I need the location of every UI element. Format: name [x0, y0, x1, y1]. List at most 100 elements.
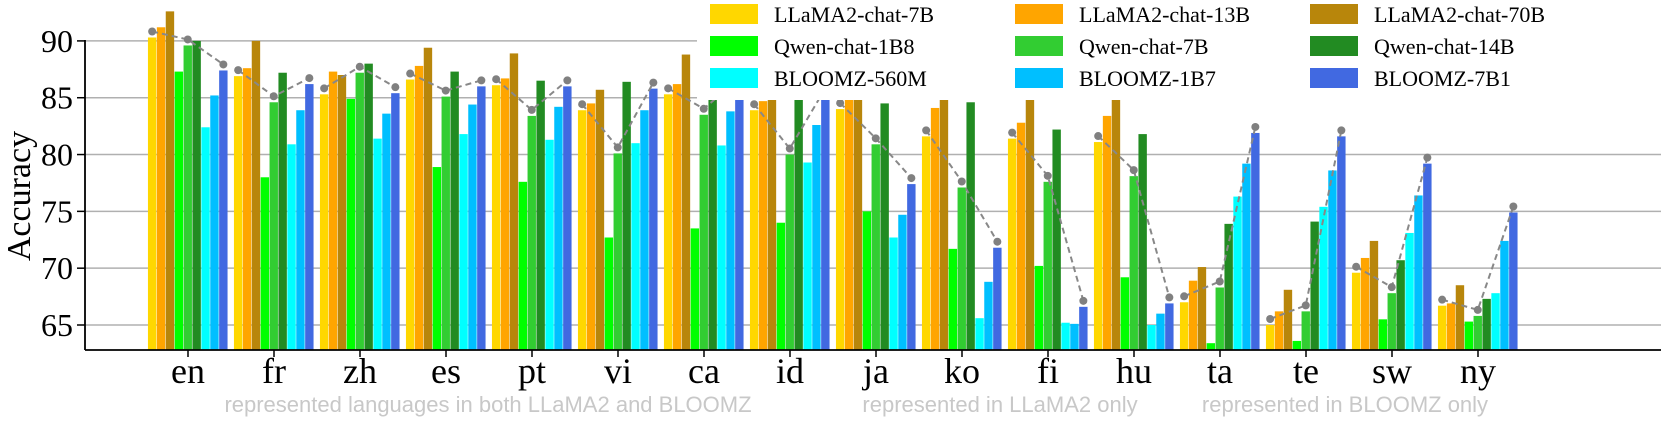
bar-ca-LLaMA2-chat-70B [681, 54, 691, 350]
y-tick-label: 90 [41, 23, 73, 59]
bar-ja-BLOOMZ-1B7 [898, 214, 907, 350]
bar-te-Qwen-chat-7B [1301, 311, 1310, 350]
y-axis-label: Accuracy [1, 131, 38, 261]
trend-point-vi [649, 78, 658, 87]
bar-hu-BLOOMZ-1B7 [1156, 313, 1165, 350]
bar-fi-LLaMA2-chat-7B [1007, 138, 1017, 350]
trend-point-es [477, 76, 486, 85]
bar-sw-LLaMA2-chat-13B [1360, 257, 1370, 350]
bar-fi-Qwen-chat-14B [1052, 129, 1061, 350]
legend-label-Qwen-chat-7B: Qwen-chat-7B [1079, 34, 1209, 59]
bar-vi-LLaMA2-chat-7B [577, 110, 587, 351]
bar-id-LLaMA2-chat-7B [749, 110, 759, 351]
trend-point-en [148, 27, 157, 36]
bar-zh-Qwen-chat-1B8 [346, 98, 356, 350]
trend-point-hu [1129, 166, 1138, 175]
x-tick-label: es [431, 351, 461, 391]
bar-id-Qwen-chat-1B8 [776, 222, 786, 350]
bar-vi-Qwen-chat-14B [622, 81, 631, 351]
bar-ja-Qwen-chat-14B [880, 103, 889, 350]
legend-swatch-LLaMA2-chat-70B [1310, 4, 1358, 24]
bar-vi-BLOOMZ-560M [631, 143, 640, 350]
trend-point-ny [1438, 295, 1447, 304]
x-tick-label: hu [1116, 351, 1152, 391]
bar-ta-Qwen-chat-14B [1224, 223, 1233, 350]
x-tick-label: ny [1460, 351, 1496, 391]
bar-vi-BLOOMZ-1B7 [640, 110, 649, 351]
bar-es-BLOOMZ-560M [459, 134, 468, 350]
bar-ny-BLOOMZ-560M [1491, 293, 1500, 350]
trend-point-ta [1251, 122, 1260, 131]
trend-point-fi [1079, 296, 1088, 305]
x-tick-label: ko [944, 351, 980, 391]
bar-ny-Qwen-chat-14B [1482, 298, 1491, 350]
bar-zh-LLaMA2-chat-13B [328, 71, 338, 350]
bar-ta-LLaMA2-chat-70B [1197, 267, 1207, 350]
bar-es-LLaMA2-chat-70B [423, 47, 433, 351]
trend-point-ja [871, 134, 880, 143]
bar-ta-LLaMA2-chat-7B [1179, 302, 1189, 350]
bar-ko-LLaMA2-chat-13B [930, 107, 940, 350]
legend-label-LLaMA2-chat-7B: LLaMA2-chat-7B [774, 2, 934, 27]
trend-line-te [1269, 130, 1343, 320]
trend-point-ta [1180, 292, 1189, 301]
bar-ny-LLaMA2-chat-7B [1437, 305, 1447, 350]
trend-line-ta [1183, 126, 1257, 298]
bar-sw-Qwen-chat-1B8 [1378, 319, 1388, 350]
trend-point-pt [563, 76, 572, 85]
bar-hu-BLOOMZ-560M [1147, 325, 1156, 350]
trend-point-hu [1094, 132, 1103, 141]
bar-te-LLaMA2-chat-70B [1283, 289, 1293, 350]
bar-es-Qwen-chat-14B [450, 71, 459, 350]
bar-te-LLaMA2-chat-7B [1265, 325, 1275, 350]
bar-sw-BLOOMZ-1B7 [1414, 195, 1423, 350]
bar-sw-Qwen-chat-7B [1387, 293, 1396, 350]
bar-id-LLaMA2-chat-70B [767, 76, 777, 351]
trend-point-ja [836, 99, 845, 108]
legend-swatch-BLOOMZ-1B7 [1015, 68, 1063, 88]
bar-fr-BLOOMZ-7B1 [305, 84, 314, 350]
x-tick-label: ja [861, 351, 889, 391]
x-tick-label: pt [518, 351, 546, 391]
group-annotation-2: represented in BLOOMZ only [1202, 392, 1488, 417]
trend-point-en [219, 60, 228, 69]
bar-te-Qwen-chat-1B8 [1292, 340, 1302, 350]
x-tick-label: vi [604, 351, 632, 391]
bar-ny-LLaMA2-chat-13B [1446, 303, 1456, 350]
trend-point-ny [1473, 305, 1482, 314]
bar-ca-Qwen-chat-1B8 [690, 228, 700, 350]
bar-pt-Qwen-chat-7B [527, 115, 536, 350]
bar-vi-LLaMA2-chat-13B [586, 103, 596, 350]
bar-zh-BLOOMZ-1B7 [382, 113, 391, 351]
bar-fi-Qwen-chat-1B8 [1034, 265, 1044, 350]
bar-ca-BLOOMZ-7B1 [735, 84, 744, 350]
bar-vi-LLaMA2-chat-70B [595, 89, 605, 350]
legend-label-Qwen-chat-14B: Qwen-chat-14B [1374, 34, 1515, 59]
bar-ko-Qwen-chat-1B8 [948, 248, 958, 350]
bar-en-Qwen-chat-7B [183, 45, 192, 351]
bar-id-BLOOMZ-7B1 [821, 94, 830, 351]
bars [147, 11, 1518, 351]
bar-pt-LLaMA2-chat-70B [509, 53, 519, 351]
axes: 65 70 75 80 85 90 en fr zh es pt vi ca id ja ko fi hu ta te… [41, 23, 1661, 391]
bar-en-LLaMA2-chat-7B [147, 37, 157, 350]
trend-lines [148, 27, 1518, 323]
x-tick-label: en [171, 351, 205, 391]
trend-point-te [1266, 315, 1275, 323]
trend-line-es [409, 72, 482, 92]
trend-point-sw [1423, 153, 1432, 162]
bar-hu-Qwen-chat-1B8 [1120, 277, 1130, 350]
bar-en-BLOOMZ-1B7 [210, 95, 219, 350]
bar-pt-BLOOMZ-560M [545, 139, 554, 350]
y-tick-label: 85 [41, 80, 73, 116]
trend-point-id [750, 100, 759, 109]
bar-ca-LLaMA2-chat-13B [672, 84, 682, 350]
legend-label-BLOOMZ-7B1: BLOOMZ-7B1 [1374, 66, 1511, 91]
trend-point-pt [492, 75, 501, 84]
bar-ny-BLOOMZ-1B7 [1500, 240, 1509, 350]
bar-vi-BLOOMZ-7B1 [649, 88, 658, 351]
bar-te-Qwen-chat-14B [1310, 221, 1319, 350]
legend-swatch-Qwen-chat-7B [1015, 36, 1063, 56]
bar-id-BLOOMZ-560M [803, 162, 812, 350]
bar-en-Qwen-chat-1B8 [174, 71, 184, 350]
